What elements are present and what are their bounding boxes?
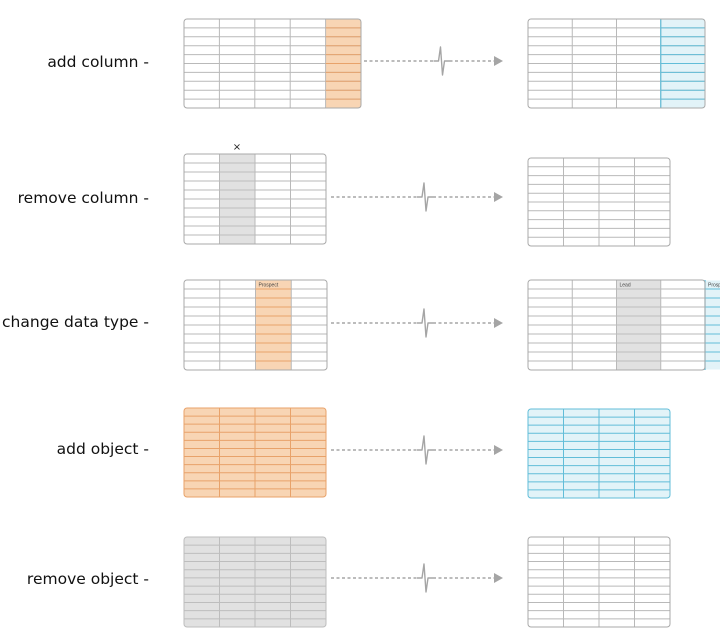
column-header-orange: Prospect bbox=[259, 283, 279, 289]
row-remove-object: remove object - bbox=[27, 536, 671, 628]
connector-break-zigzag bbox=[417, 308, 433, 338]
row-label-remove-object: remove object - bbox=[27, 570, 149, 588]
table-frame bbox=[183, 153, 327, 245]
connector-break-zigzag bbox=[417, 435, 433, 465]
column-header-gray: Lead bbox=[620, 283, 631, 289]
connector-break-zigzag bbox=[417, 563, 433, 593]
table-after-add-object bbox=[527, 408, 671, 499]
table-frame bbox=[527, 157, 671, 247]
connector-remove-object bbox=[331, 563, 503, 593]
table-frame bbox=[527, 408, 671, 499]
row-add-object: add object - bbox=[57, 407, 671, 499]
row-label-add-object: add object - bbox=[57, 440, 149, 458]
table-after-change-data-type: Lead Prospect bbox=[527, 279, 720, 371]
table-before-add-column bbox=[183, 18, 362, 109]
table-before-add-object bbox=[183, 407, 327, 498]
table-frame bbox=[183, 407, 327, 498]
connector-remove-column bbox=[331, 182, 503, 212]
connector-break-zigzag bbox=[433, 46, 450, 76]
column-header-blue: Prospect bbox=[708, 283, 720, 289]
table-frame bbox=[527, 536, 671, 628]
table-before-remove-column bbox=[183, 153, 327, 245]
table-frame bbox=[183, 536, 327, 628]
row-label-remove-column: remove column - bbox=[18, 189, 149, 207]
table-frame bbox=[527, 18, 706, 109]
arrowhead-icon bbox=[494, 56, 503, 66]
table-before-change-data-type: Prospect bbox=[183, 279, 328, 371]
arrowhead-icon bbox=[494, 318, 503, 328]
connector-break-zigzag bbox=[417, 182, 433, 212]
row-change-data-type: change data type - Prospect Lead Prospect bbox=[2, 279, 720, 371]
arrowhead-icon bbox=[494, 573, 503, 583]
table-frame bbox=[183, 18, 362, 109]
row-add-column: add column - bbox=[47, 18, 706, 109]
table-before-remove-object bbox=[183, 536, 327, 628]
row-label-add-column: add column - bbox=[47, 53, 149, 71]
table-frame bbox=[183, 279, 328, 371]
connector-add-column bbox=[364, 46, 503, 76]
arrowhead-icon bbox=[494, 192, 503, 202]
arrowhead-icon bbox=[494, 445, 503, 455]
connector-change-data-type bbox=[331, 308, 503, 338]
table-after-add-column bbox=[527, 18, 706, 109]
connector-add-object bbox=[331, 435, 503, 465]
table-frame bbox=[527, 279, 706, 371]
removed-column-mark: × bbox=[233, 142, 241, 153]
row-label-change-data-type: change data type - bbox=[2, 313, 149, 331]
table-after-remove-object bbox=[527, 536, 671, 628]
table-after-remove-column bbox=[527, 157, 671, 247]
row-remove-column: remove column - × bbox=[18, 142, 671, 247]
